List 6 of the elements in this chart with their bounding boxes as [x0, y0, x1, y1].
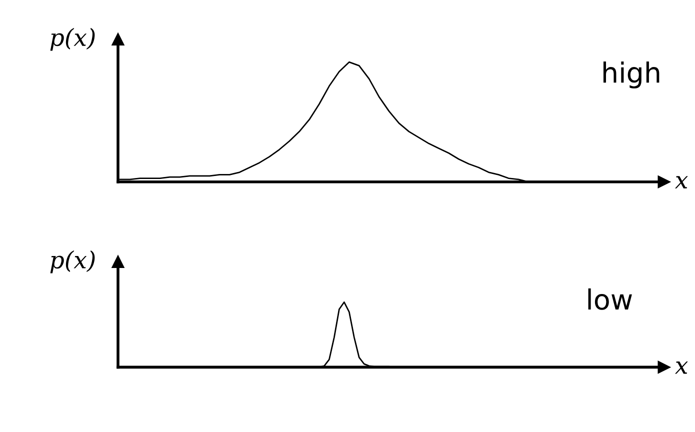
- x-axis-title: x: [674, 176, 688, 188]
- x-axis-title: x: [674, 361, 688, 374]
- y-axis-title: p(x): [50, 250, 95, 274]
- y-axis-title: p(x): [50, 28, 95, 51]
- annotation: high: [603, 62, 660, 88]
- annotation: low: [588, 288, 632, 310]
